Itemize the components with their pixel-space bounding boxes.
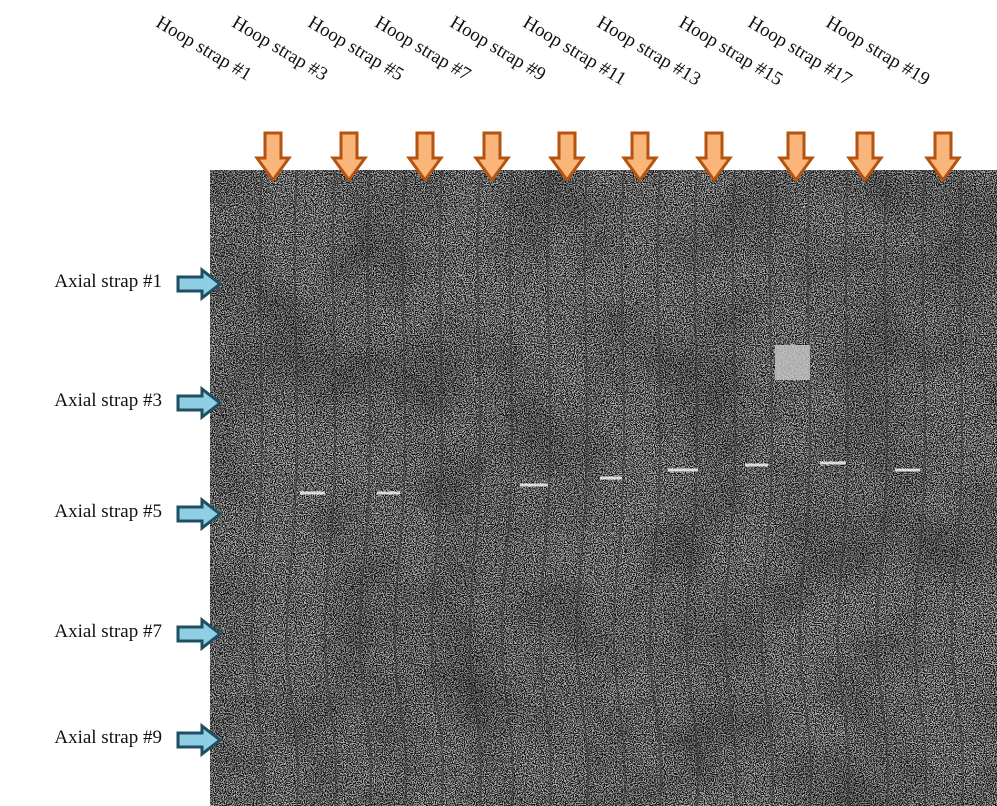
- down-arrow-icon: [924, 131, 962, 183]
- down-arrow-icon: [548, 131, 586, 183]
- down-arrow-icon: [330, 131, 368, 183]
- axial-strap-label: Axial strap #9: [54, 727, 162, 748]
- down-arrow-icon: [621, 131, 659, 183]
- axial-strap-label: Axial strap #3: [54, 390, 162, 411]
- down-arrow-icon: [473, 131, 511, 183]
- axial-strap-label: Axial strap #5: [54, 501, 162, 522]
- right-arrow-icon: [176, 266, 223, 302]
- down-arrow-icon: [254, 131, 292, 183]
- down-arrow-icon: [406, 131, 444, 183]
- right-arrow-icon: [176, 722, 223, 758]
- right-arrow-icon: [176, 496, 223, 532]
- right-arrow-icon: [176, 616, 223, 652]
- right-arrow-icon: [176, 385, 223, 421]
- down-arrow-icon: [695, 131, 733, 183]
- down-arrow-icon: [846, 131, 884, 183]
- down-arrow-icon: [777, 131, 815, 183]
- axial-strap-label: Axial strap #1: [54, 271, 162, 292]
- axial-strap-label: Axial strap #7: [54, 621, 162, 642]
